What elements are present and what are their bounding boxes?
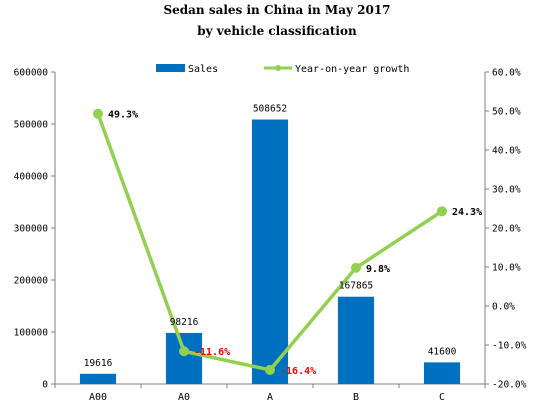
right-tick-label: 50.0%	[492, 107, 521, 118]
growth-point	[179, 346, 189, 357]
left-tick-label: 100000	[14, 328, 49, 339]
right-tick-label: 60.0%	[492, 68, 521, 79]
right-tick-label: -20.0%	[492, 380, 527, 391]
growth-data-label: -16.4%	[280, 366, 316, 377]
growth-point	[437, 206, 447, 217]
x-tick-label: A0	[178, 392, 190, 403]
legend-marker-growth	[275, 65, 281, 71]
legend-label-growth: Year-on-year growth	[295, 64, 409, 75]
sales-data-label: 19616	[84, 358, 113, 369]
sales-bar	[251, 119, 289, 384]
left-tick-label: 200000	[14, 276, 49, 287]
growth-point	[265, 364, 275, 375]
sales-bar	[79, 373, 117, 384]
sales-bar	[423, 362, 461, 384]
right-tick-label: -10.0%	[492, 341, 527, 352]
sales-data-label: 98216	[170, 317, 199, 328]
x-tick-label: A00	[89, 392, 107, 403]
right-tick-label: 30.0%	[492, 185, 521, 196]
sales-data-label: 41600	[428, 346, 457, 357]
chart-title: Sedan sales in China in May 2017	[163, 3, 390, 17]
right-tick-label: 10.0%	[492, 263, 521, 274]
sales-bar	[337, 296, 375, 384]
x-tick-label: B	[353, 392, 359, 403]
data-labels: 19616 98216 508652 167865 41600 49.3% -11.6% -1…	[84, 104, 482, 377]
x-tick-label: C	[439, 392, 445, 403]
right-tick-label: 0.0%	[492, 302, 515, 313]
growth-point	[351, 262, 361, 273]
growth-point	[93, 108, 103, 119]
right-tick-label: 20.0%	[492, 224, 521, 235]
left-tick-label: 600000	[14, 68, 49, 79]
sales-data-label: 167865	[339, 281, 373, 292]
chart-subtitle: by vehicle classification	[197, 24, 357, 38]
x-tick-label: A	[267, 392, 273, 403]
legend: Sales Year-on-year growth	[156, 64, 409, 75]
left-tick-label: 300000	[14, 224, 49, 235]
axes: 0 100000 200000 300000 400000 500000 600000 -20…	[14, 68, 527, 404]
bars	[79, 119, 461, 384]
left-tick-label: 0	[42, 380, 48, 391]
right-tick-label: 40.0%	[492, 146, 521, 157]
growth-data-label: 49.3%	[108, 110, 138, 121]
legend-swatch-sales	[156, 64, 185, 72]
left-tick-label: 400000	[14, 172, 49, 183]
growth-line	[93, 108, 447, 375]
growth-data-label: 24.3%	[452, 207, 482, 218]
growth-data-label: 9.8%	[366, 264, 390, 275]
left-tick-label: 500000	[14, 120, 49, 131]
growth-data-label: -11.6%	[194, 347, 230, 358]
sales-data-label: 508652	[253, 104, 287, 115]
sales-bar	[165, 332, 203, 384]
legend-label-sales: Sales	[188, 64, 218, 75]
